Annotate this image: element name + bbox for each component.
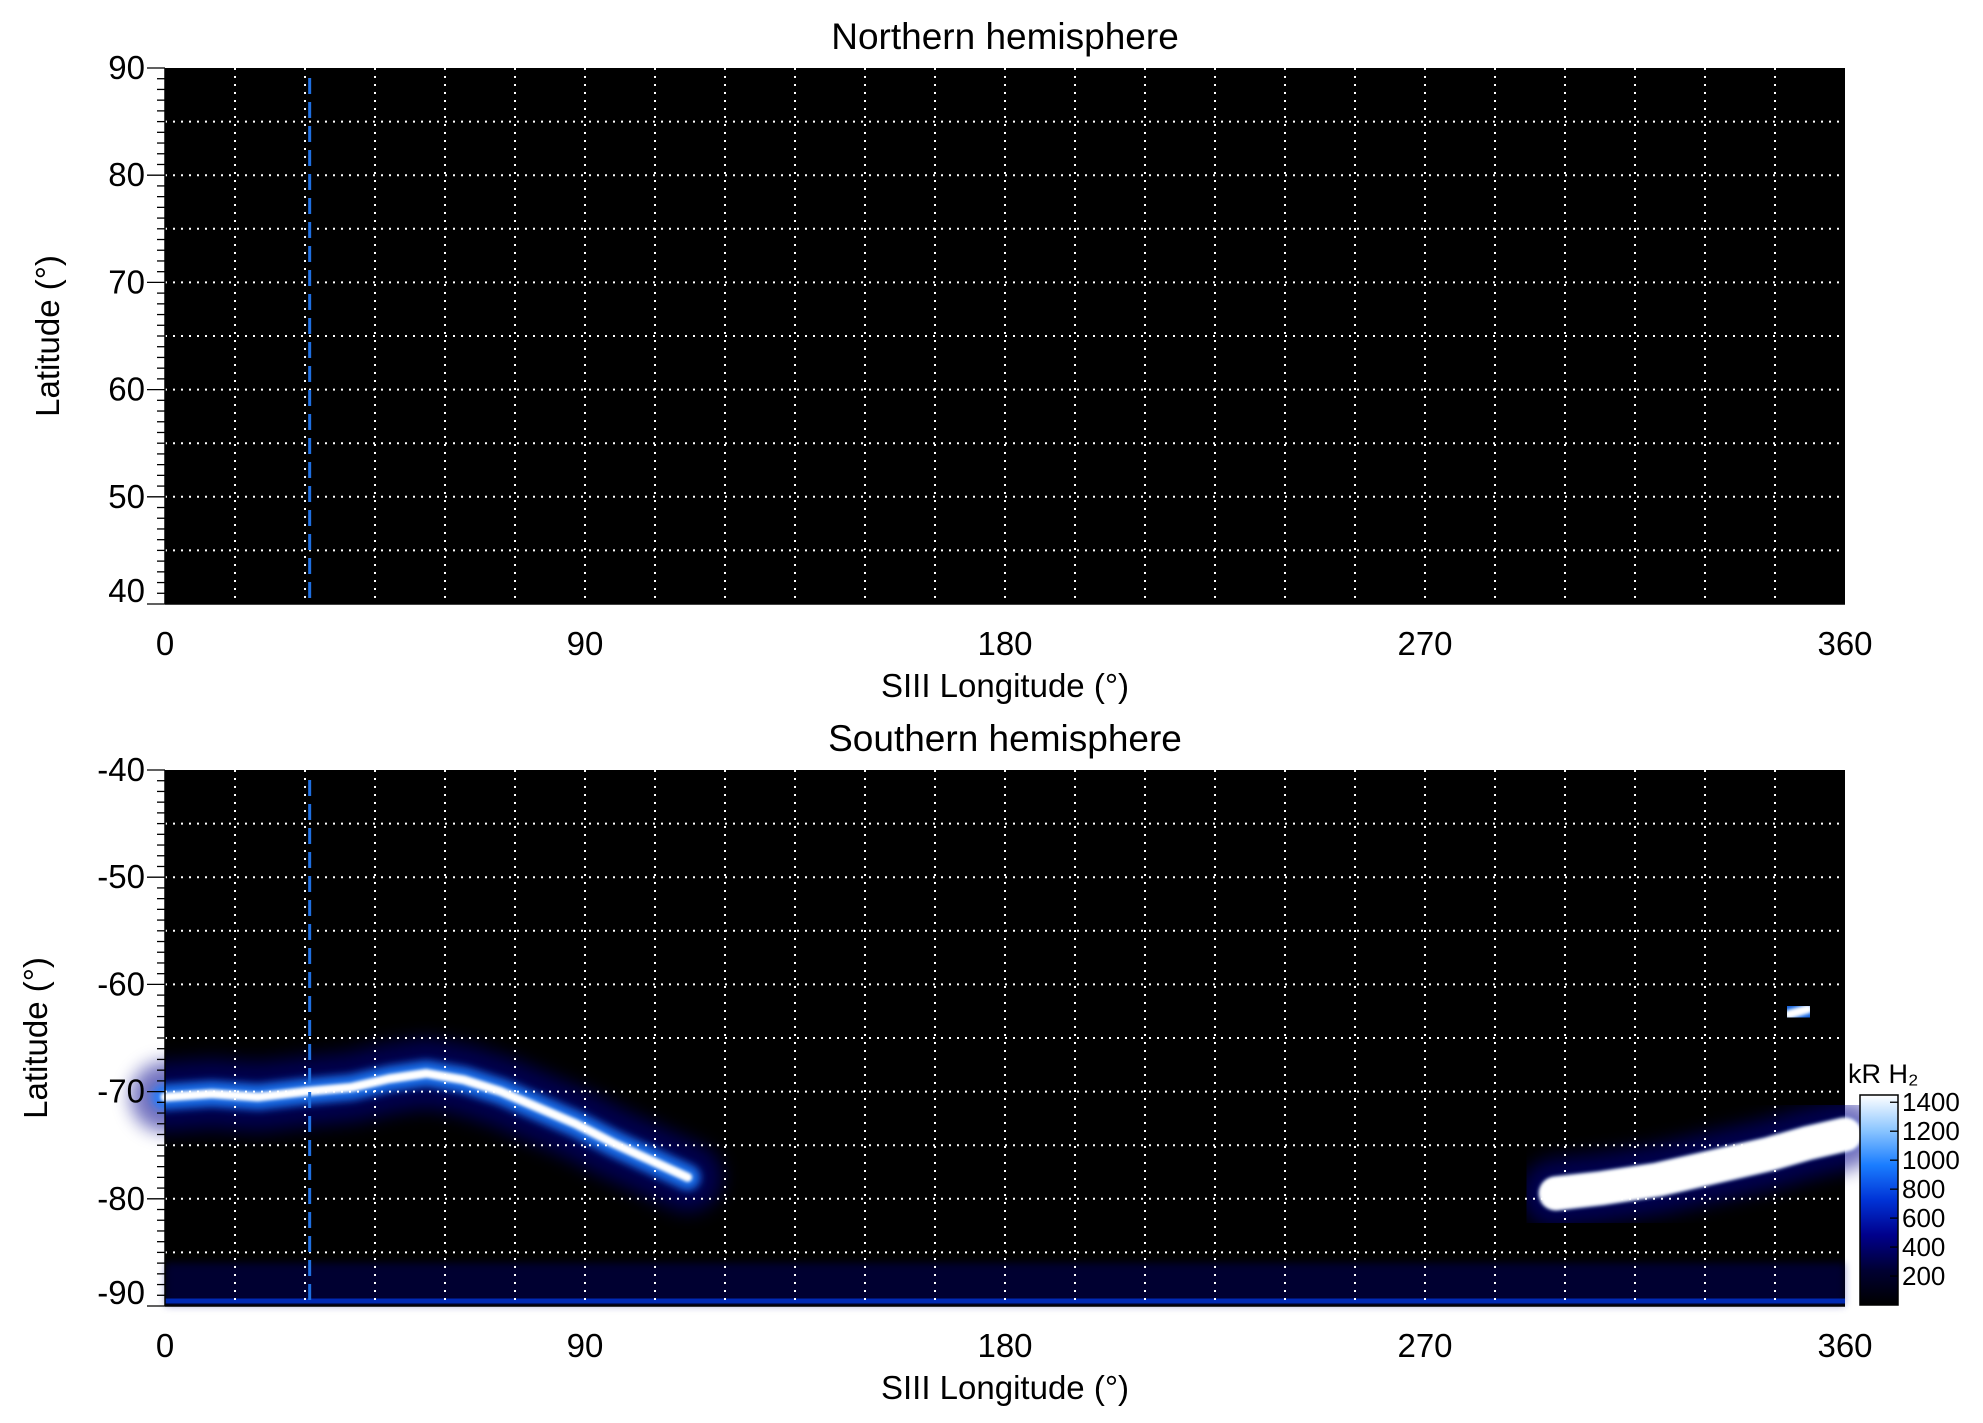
north-y-label: Latitude (°) bbox=[29, 255, 66, 417]
north-panel: Northern hemisphere 40 50 60 70 80 90 0 90 180 2… bbox=[29, 16, 1873, 704]
polar-edge bbox=[165, 1298, 1845, 1304]
south-x-label: SIII Longitude (°) bbox=[881, 1369, 1129, 1406]
emission-east-spot bbox=[1784, 1004, 1813, 1019]
y-tick-label: -80 bbox=[97, 1180, 145, 1217]
south-x-axis: 0 90 180 270 360 bbox=[156, 1305, 1873, 1364]
colorbar-tick-label: 600 bbox=[1902, 1203, 1945, 1233]
colorbar-tick-label: 800 bbox=[1902, 1174, 1945, 1204]
emission-main-oval-east bbox=[1538, 1117, 1862, 1211]
y-tick-label: 80 bbox=[108, 156, 145, 193]
colorbar-tick-label: 1400 bbox=[1902, 1087, 1960, 1117]
y-tick-label: -40 bbox=[97, 751, 145, 788]
x-tick-label: 0 bbox=[156, 625, 174, 662]
x-tick-label: 270 bbox=[1397, 625, 1452, 662]
south-panel: Southern hemisphere -40 -50 -60 -70 -80 -90 0… bbox=[17, 718, 1880, 1406]
colorbar-title: kR H₂ bbox=[1848, 1059, 1918, 1089]
y-tick-label: 40 bbox=[108, 572, 145, 609]
x-tick-label: 90 bbox=[567, 625, 604, 662]
emission-main-oval-west bbox=[160, 1068, 693, 1182]
colorbar-gradient bbox=[1859, 1094, 1899, 1306]
north-y-axis: 40 50 60 70 80 90 bbox=[108, 49, 166, 609]
y-tick-label: -60 bbox=[97, 965, 145, 1002]
north-x-label: SIII Longitude (°) bbox=[881, 667, 1129, 704]
colorbar-tick-label: 400 bbox=[1902, 1232, 1945, 1262]
south-title: Southern hemisphere bbox=[828, 718, 1182, 759]
colorbar-tick-label: 1200 bbox=[1902, 1116, 1960, 1146]
south-y-axis: -40 -50 -60 -70 -80 -90 bbox=[97, 751, 166, 1311]
y-tick-label: -90 bbox=[97, 1274, 145, 1311]
south-grid bbox=[165, 770, 1845, 1306]
y-tick-label: 50 bbox=[108, 478, 145, 515]
north-grid bbox=[165, 68, 1845, 604]
x-tick-label: 360 bbox=[1817, 625, 1872, 662]
y-tick-label: 90 bbox=[108, 49, 145, 86]
x-tick-label: 360 bbox=[1817, 1327, 1872, 1364]
south-y-label: Latitude (°) bbox=[17, 957, 54, 1119]
x-tick-label: 270 bbox=[1397, 1327, 1452, 1364]
x-tick-label: 0 bbox=[156, 1327, 174, 1364]
x-tick-label: 180 bbox=[977, 625, 1032, 662]
x-tick-label: 180 bbox=[977, 1327, 1032, 1364]
colorbar-tick-label: 200 bbox=[1902, 1261, 1945, 1291]
y-tick-label: -50 bbox=[97, 858, 145, 895]
y-tick-label: -70 bbox=[97, 1073, 145, 1110]
y-tick-label: 60 bbox=[108, 371, 145, 408]
north-x-axis: 0 90 180 270 360 bbox=[156, 603, 1873, 662]
colorbar-tick-label: 1000 bbox=[1902, 1145, 1960, 1175]
north-title: Northern hemisphere bbox=[831, 16, 1179, 57]
x-tick-label: 90 bbox=[567, 1327, 604, 1364]
y-tick-label: 70 bbox=[108, 263, 145, 300]
